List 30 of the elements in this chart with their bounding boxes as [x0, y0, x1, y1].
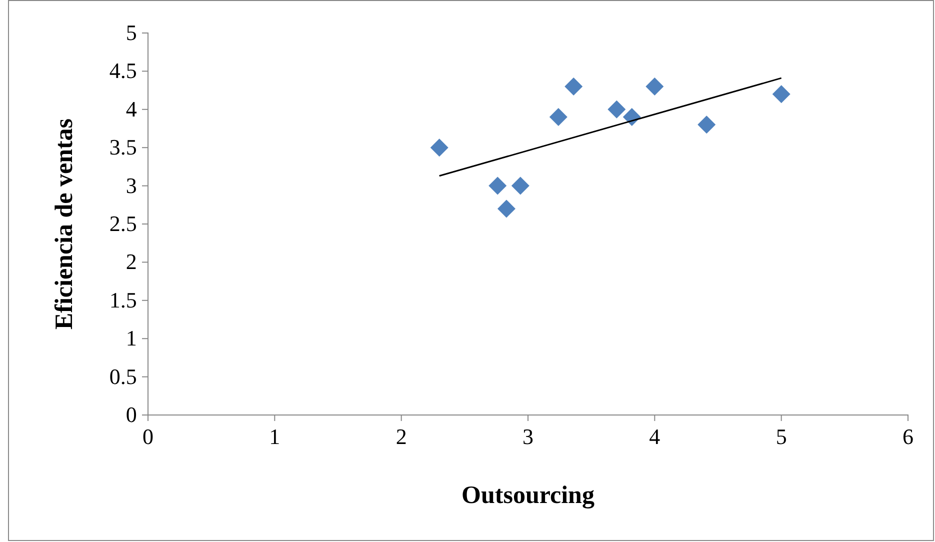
point: [511, 176, 530, 195]
x-tick-label: 6: [902, 424, 914, 449]
point: [772, 85, 790, 104]
y-tick-label: 2.5: [109, 211, 137, 236]
point: [430, 138, 448, 157]
y-tick-label: 5: [126, 20, 137, 46]
point: [497, 200, 516, 218]
x-tick-label: 2: [396, 424, 407, 449]
x-tick-label: 3: [522, 424, 534, 449]
point: [549, 108, 568, 126]
x-tick-label: 1: [269, 424, 280, 449]
y-tick-label: 0.5: [109, 364, 137, 389]
y-tick-label: 1: [126, 326, 137, 351]
x-axis-title: Outsourcing: [462, 482, 595, 509]
point: [488, 176, 507, 195]
point: [564, 77, 583, 96]
y-axis-title: Eficiencia de ventas: [51, 118, 78, 330]
y-tick-label: 2: [126, 249, 137, 274]
y-tick-label: 0: [126, 402, 137, 428]
point: [646, 77, 664, 96]
x-tick-label: 4: [649, 424, 660, 449]
point: [698, 116, 716, 134]
y-tick-label: 1.5: [109, 287, 137, 312]
y-tick-label: 3: [126, 172, 137, 198]
x-tick-label: 5: [776, 424, 787, 449]
x-tick-label: 0: [142, 424, 154, 449]
point: [608, 100, 626, 118]
y-tick-label: 4.5: [109, 58, 137, 84]
y-tick-label: 4: [126, 96, 137, 122]
y-tick-label: 3.5: [109, 134, 137, 160]
